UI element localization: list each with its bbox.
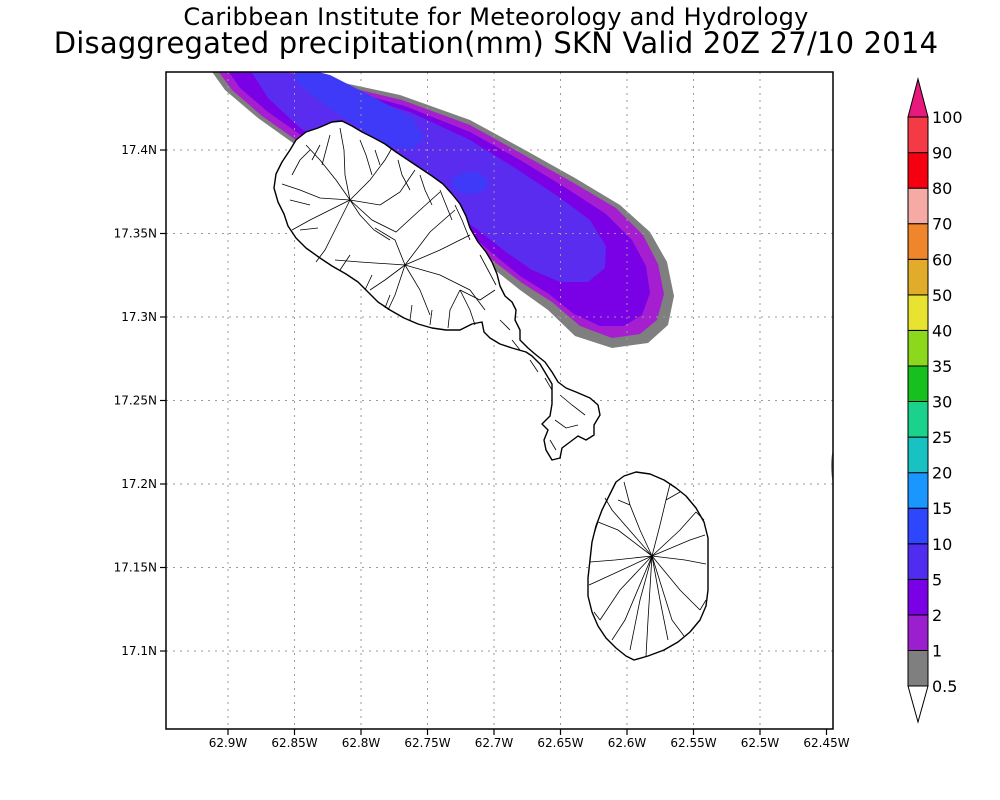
chart-title: Caribbean Institute for Meteorology and … <box>183 3 809 31</box>
lat-tick-label: 17.15N <box>114 561 157 575</box>
legend-label: 1 <box>932 641 942 660</box>
legend-swatch <box>907 152 929 189</box>
lon-tick-label: 62.45W <box>803 736 849 750</box>
lat-tick-label: 17.1N <box>121 644 157 658</box>
legend-swatch <box>907 543 929 580</box>
longitude-axis: 62.9W 62.85W 62.8W 62.75W 62.7W 62.65W 62.6W 62… <box>209 729 850 750</box>
legend-label: 25 <box>932 428 952 447</box>
legend-swatch <box>907 401 929 438</box>
legend-swatch <box>907 436 929 474</box>
lat-tick-label: 17.4N <box>121 143 157 157</box>
lon-tick-label: 62.8W <box>342 736 381 750</box>
legend-label: 0.5 <box>932 677 957 696</box>
lon-tick-label: 62.6W <box>608 736 647 750</box>
legend-label: 60 <box>932 250 952 269</box>
lon-tick-label: 62.55W <box>670 736 716 750</box>
latitude-axis: 17.4N 17.35N 17.3N 17.25N 17.2N 17.15N 17.1N <box>114 143 166 658</box>
chart-subtitle: Disaggregated precipitation(mm) SKN Vali… <box>53 26 939 60</box>
legend-label: 100 <box>932 108 963 127</box>
legend-label: 50 <box>932 286 952 305</box>
nevis-ghauts <box>588 481 707 657</box>
nevis-island <box>587 471 709 661</box>
legend-label: 35 <box>932 357 952 376</box>
legend-swatch <box>907 223 929 260</box>
legend-label: 80 <box>932 179 952 198</box>
st-kitts-island <box>273 120 601 461</box>
legend-label: 2 <box>932 606 942 625</box>
legend-swatch <box>907 365 929 402</box>
legend-label: 30 <box>932 393 952 412</box>
legend-swatch <box>907 258 929 296</box>
legend-swatch <box>907 507 929 545</box>
lat-tick-label: 17.2N <box>121 477 157 491</box>
legend-label: 90 <box>932 144 952 163</box>
lon-tick-label: 62.5W <box>741 736 780 750</box>
legend-label: 40 <box>932 321 952 340</box>
legend-label: 70 <box>932 215 952 234</box>
legend-swatch <box>907 578 929 616</box>
lat-tick-label: 17.35N <box>114 227 157 241</box>
legend-over-arrow <box>907 77 929 118</box>
lon-tick-label: 62.9W <box>209 736 248 750</box>
lon-tick-label: 62.65W <box>537 736 583 750</box>
legend-label: 15 <box>932 499 952 518</box>
legend-swatch <box>907 329 929 367</box>
st-kitts-outline <box>273 120 601 461</box>
lat-tick-label: 17.25N <box>114 394 157 408</box>
lat-tick-label: 17.3N <box>121 310 157 324</box>
legend-label: 5 <box>932 570 942 589</box>
legend-under-arrow <box>907 685 929 724</box>
legend-swatch <box>907 294 929 331</box>
precip-band-10mm <box>292 72 425 150</box>
lon-tick-label: 62.7W <box>475 736 514 750</box>
precip-band-10mm-core <box>452 172 488 194</box>
legend-swatch <box>907 649 929 687</box>
legend-label: 20 <box>932 464 952 483</box>
st-kitts-ghauts <box>281 127 586 451</box>
lon-tick-label: 62.75W <box>404 736 450 750</box>
legend-label: 10 <box>932 535 952 554</box>
lon-tick-label: 62.85W <box>271 736 317 750</box>
legend-swatch <box>907 187 929 225</box>
legend-swatch <box>907 472 929 509</box>
legend-swatch <box>907 116 929 154</box>
legend-swatch <box>907 614 929 652</box>
